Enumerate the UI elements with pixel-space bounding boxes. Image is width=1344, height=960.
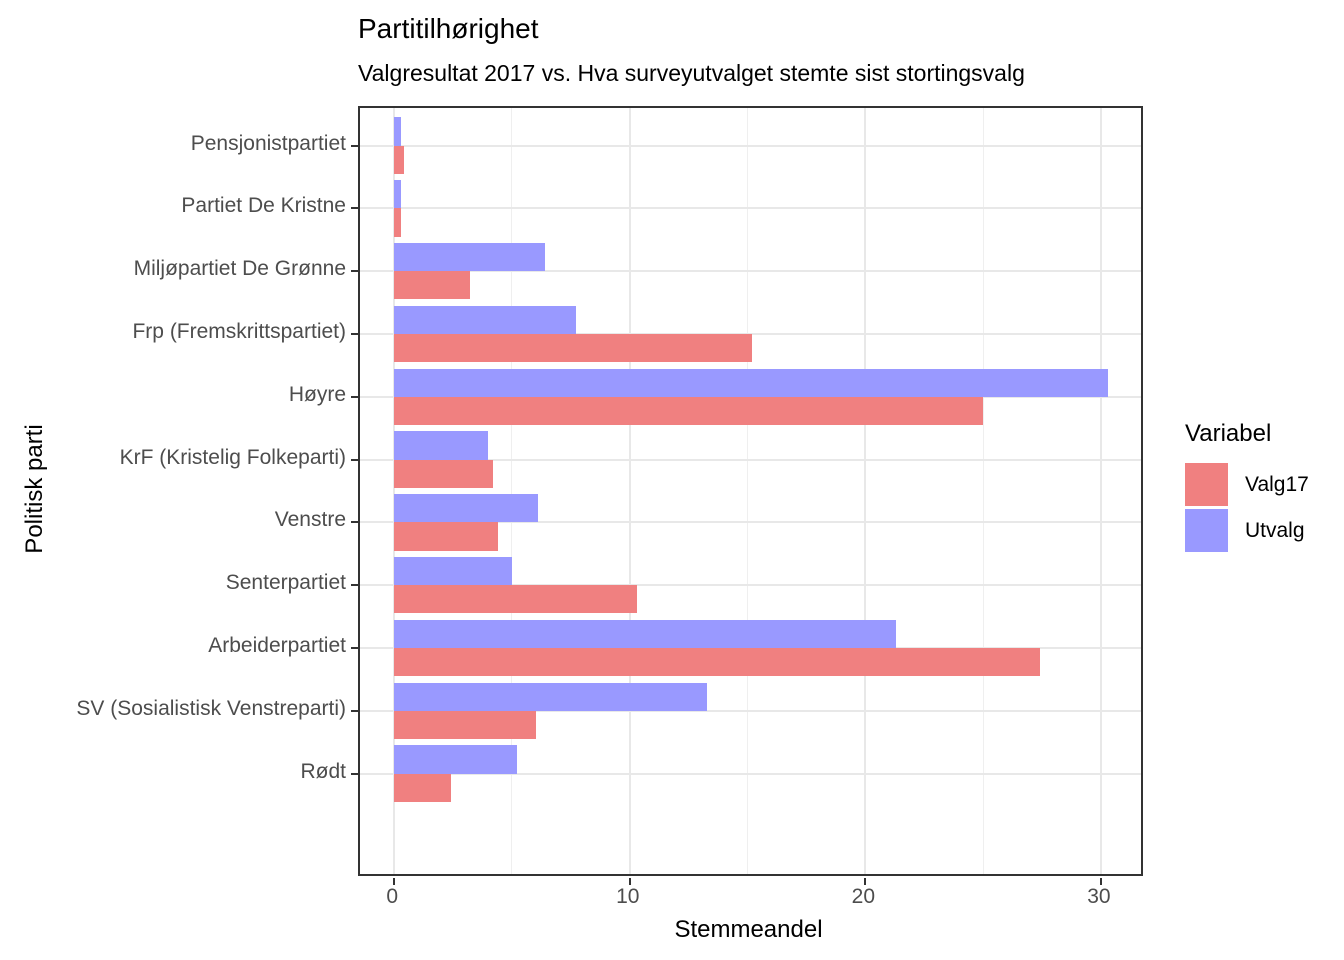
bar-utvalg [394, 745, 517, 774]
y-tick-mark-1 [351, 207, 358, 210]
gridline-major-y-6 [360, 521, 1141, 524]
x-tick-mark-10 [628, 878, 631, 885]
gridline-major-y-2 [360, 270, 1141, 273]
bar-valg17 [394, 710, 536, 739]
gridline-major-y-9 [360, 709, 1141, 712]
bar-utvalg [394, 682, 708, 711]
bar-utvalg [394, 556, 512, 586]
y-tick-label-9: SV (Sosialistisk Venstreparti) [76, 696, 346, 720]
bar-valg17 [394, 334, 753, 363]
y-tick-label-1: Partiet De Kristne [181, 194, 346, 218]
y-tick-label-2: Miljøpartiet De Grønne [133, 257, 346, 281]
bar-utvalg [394, 242, 545, 272]
y-tick-mark-7 [351, 584, 358, 587]
bar-utvalg [394, 431, 489, 460]
y-tick-mark-0 [351, 144, 358, 147]
x-axis-title: Stemmeandel [674, 916, 823, 943]
x-tick-label-20: 20 [851, 885, 876, 908]
y-tick-label-4: Høyre [288, 382, 346, 406]
gridline-major-x10 [628, 108, 631, 874]
legend-title: Variabel [1185, 420, 1272, 447]
legend-label-valg17: Valg17 [1245, 472, 1309, 496]
x-tick-mark-30 [1099, 878, 1102, 885]
gridline-minor-x5 [511, 108, 513, 874]
gridline-major-y-1 [360, 207, 1141, 210]
gridline-major-y-0 [360, 144, 1141, 147]
gridline-minor-x25 [982, 108, 984, 874]
bar-valg17 [394, 271, 470, 300]
x-tick-mark-0 [393, 878, 396, 885]
y-tick-label-8: Arbeiderpartiet [208, 633, 346, 657]
y-tick-label-5: KrF (Kristelig Folkeparti) [119, 445, 346, 469]
y-axis-tick-labels: Pensjonistpartiet Partiet De Kristne Miljø… [0, 106, 346, 872]
y-tick-mark-10 [351, 772, 358, 775]
x-tick-label-30: 30 [1087, 885, 1111, 908]
bar-utvalg [394, 368, 1108, 397]
x-tick-mark-20 [864, 878, 867, 885]
bar-utvalg [394, 305, 576, 335]
bar-valg17 [394, 208, 402, 237]
y-tick-label-7: Senterpartiet [225, 571, 346, 595]
x-tick-label-0: 0 [386, 885, 398, 908]
valg17-swatch-icon [1185, 463, 1228, 506]
y-tick-mark-6 [351, 521, 358, 524]
gridline-minor-x15 [747, 108, 749, 874]
y-tick-mark-8 [351, 646, 358, 649]
gridline-major-y-10 [360, 772, 1141, 775]
legend-item-valg17: Valg17 [1185, 463, 1309, 506]
gridline-major-x0 [393, 108, 396, 874]
bar-valg17 [394, 522, 498, 551]
bar-valg17 [394, 459, 494, 488]
y-tick-mark-4 [351, 395, 358, 398]
gridline-major-x20 [864, 108, 867, 874]
utvalg-swatch-icon [1185, 509, 1228, 552]
bar-utvalg [394, 117, 402, 146]
y-tick-mark-5 [351, 458, 358, 461]
legend-label-utvalg: Utvalg [1245, 518, 1305, 542]
bar-utvalg [394, 494, 538, 523]
bar-utvalg [394, 619, 896, 648]
chart-title: Partitilhørighet [358, 13, 539, 44]
y-tick-mark-9 [351, 709, 358, 712]
y-tick-label-3: Frp (Fremskrittspartiet) [132, 320, 346, 344]
gridline-major-x30 [1099, 108, 1102, 874]
bar-valg17 [394, 396, 984, 426]
gridline-major-y-5 [360, 458, 1141, 461]
y-tick-label-6: Venstre [274, 508, 346, 532]
legend: Variabel Valg17 Utvalg [1185, 420, 1309, 555]
y-tick-mark-2 [351, 270, 358, 273]
bar-valg17 [394, 773, 451, 802]
y-tick-mark-3 [351, 333, 358, 336]
gridline-major-y-7 [360, 584, 1141, 587]
bar-valg17 [394, 145, 404, 174]
legend-item-utvalg: Utvalg [1185, 509, 1309, 552]
y-tick-label-10: Rødt [300, 759, 346, 783]
x-tick-label-10: 10 [616, 885, 640, 908]
y-tick-label-0: Pensjonistpartiet [190, 131, 346, 155]
bar-valg17 [394, 585, 637, 614]
x-axis-tick-labels: 0 10 20 30 [358, 884, 1139, 910]
bar-utvalg [394, 180, 402, 209]
plot-panel [351, 106, 1143, 885]
bar-valg17 [394, 647, 1040, 677]
chart-subtitle: Valgresultat 2017 vs. Hva surveyutvalget… [358, 60, 1025, 86]
